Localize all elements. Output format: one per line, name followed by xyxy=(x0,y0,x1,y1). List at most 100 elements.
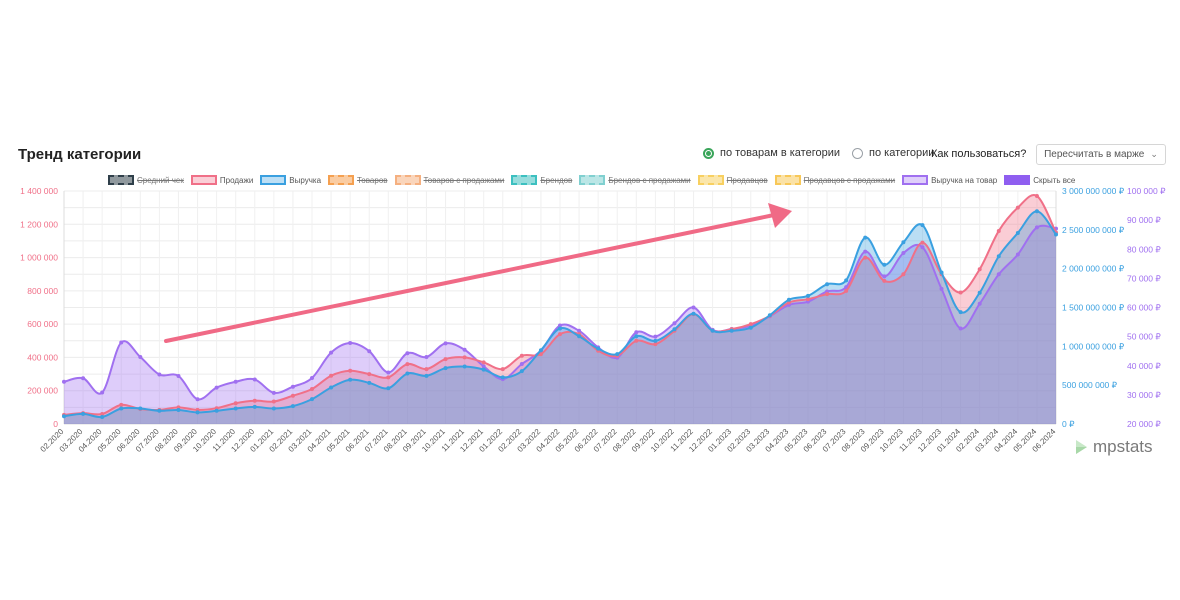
right-axis-per-item-tick-label: 40 000 ₽ xyxy=(1127,361,1161,371)
series-point xyxy=(310,387,314,392)
series-point xyxy=(462,364,467,369)
series-point xyxy=(62,414,66,419)
series-point xyxy=(767,313,772,318)
legend-swatch xyxy=(190,175,217,185)
series-point xyxy=(233,406,238,411)
legend-label: Брендов с продажами xyxy=(608,175,691,185)
series-point xyxy=(1034,225,1039,230)
left-axis-tick-label: 400 000 xyxy=(27,352,58,362)
series-point xyxy=(176,373,181,378)
legend-item[interactable]: Товаров с продажами xyxy=(394,175,504,185)
series-point xyxy=(863,255,868,260)
right-axis-revenue-tick-label: 0 ₽ xyxy=(1062,419,1075,429)
series-point xyxy=(1015,205,1020,210)
legend-item[interactable]: Выручка xyxy=(260,175,321,185)
series-point xyxy=(691,311,696,316)
radio-by-category[interactable]: по категории xyxy=(852,147,934,159)
series-point xyxy=(806,293,810,298)
chevron-down-icon: ⌄ xyxy=(1150,149,1158,159)
series-point xyxy=(996,228,1001,233)
series-point xyxy=(405,351,410,356)
series-point xyxy=(424,355,429,360)
right-axis-per-item-tick-label: 60 000 ₽ xyxy=(1127,303,1161,313)
legend-item[interactable]: Товаров xyxy=(328,175,388,185)
series-point xyxy=(806,297,810,302)
series-point xyxy=(653,342,658,347)
legend-label: Продавцов xyxy=(726,175,768,185)
left-axis-tick-label: 800 000 xyxy=(27,286,58,296)
series-point xyxy=(100,412,105,417)
series-point xyxy=(863,235,868,240)
series-point xyxy=(119,406,124,411)
legend-item[interactable]: Скрыть все xyxy=(1004,175,1075,185)
legend-item[interactable]: Брендов с продажами xyxy=(579,175,691,185)
chart-legend: Средний чек Продажи Выручка Товаров Товаров … xyxy=(108,175,1082,185)
series-point xyxy=(958,290,963,295)
legend-swatch xyxy=(328,175,355,185)
recalc-margin-dropdown[interactable]: Пересчитать в марже ⌄ xyxy=(1036,144,1166,165)
series-point xyxy=(271,399,276,404)
series-point xyxy=(310,375,314,380)
series-point xyxy=(596,346,601,351)
right-axis-per-item-tick-label: 70 000 ₽ xyxy=(1127,273,1161,283)
series-point xyxy=(462,355,467,360)
series-point xyxy=(634,330,639,335)
legend-item[interactable]: Продавцов с продажами xyxy=(774,175,895,185)
series-point xyxy=(119,340,124,345)
series-point xyxy=(252,398,257,403)
series-point xyxy=(653,334,658,339)
series-point xyxy=(538,352,543,357)
radio-unchecked-icon xyxy=(852,147,864,159)
series-point xyxy=(844,278,849,283)
series-point xyxy=(958,310,963,315)
series-point xyxy=(424,367,429,372)
series-point xyxy=(748,322,753,327)
series-point xyxy=(100,415,105,420)
series-point xyxy=(119,402,124,407)
series-point xyxy=(577,328,582,333)
series-point xyxy=(901,251,906,256)
legend-item[interactable]: Средний чек xyxy=(108,175,184,185)
how-to-use-link[interactable]: Как пользоваться? xyxy=(931,148,1027,160)
left-axis-tick-label: 1 200 000 xyxy=(20,219,58,229)
legend-item[interactable]: Выручка на товар xyxy=(902,175,997,185)
series-point xyxy=(424,373,429,378)
series-point xyxy=(1015,230,1020,235)
radio-by-products[interactable]: по товарам в категории xyxy=(703,147,840,159)
series-point xyxy=(252,404,257,409)
series-point xyxy=(195,397,200,402)
legend-item[interactable]: Продавцов xyxy=(697,175,768,185)
series-point xyxy=(271,406,276,411)
left-axis-tick-label: 600 000 xyxy=(27,319,58,329)
series-point xyxy=(100,390,105,395)
legend-item[interactable]: Брендов xyxy=(511,175,572,185)
series-point xyxy=(615,352,620,357)
left-axis-tick-label: 0 xyxy=(53,419,58,429)
legend-item[interactable]: Продажи xyxy=(190,175,253,185)
series-point xyxy=(233,379,238,384)
series-point xyxy=(939,270,944,275)
radio-by-products-label: по товарам в категории xyxy=(720,147,841,159)
series-point xyxy=(405,371,410,376)
series-point xyxy=(81,376,86,381)
series-point xyxy=(996,254,1001,259)
series-point xyxy=(62,379,66,384)
series-point xyxy=(195,410,200,415)
series-point xyxy=(920,240,925,245)
series-point xyxy=(367,380,372,385)
legend-label: Товаров xyxy=(357,175,388,185)
series-point xyxy=(748,325,753,330)
series-point xyxy=(233,401,238,406)
series-point xyxy=(558,323,562,328)
legend-swatch xyxy=(774,175,801,185)
series-point xyxy=(558,332,562,337)
series-point xyxy=(157,372,162,377)
series-point xyxy=(348,341,353,346)
series-point xyxy=(500,375,505,380)
legend-swatch xyxy=(394,175,421,185)
series-point xyxy=(1034,209,1039,214)
series-point xyxy=(290,404,295,409)
series-point xyxy=(519,362,524,367)
series-point xyxy=(138,355,143,360)
series-point xyxy=(310,397,314,402)
